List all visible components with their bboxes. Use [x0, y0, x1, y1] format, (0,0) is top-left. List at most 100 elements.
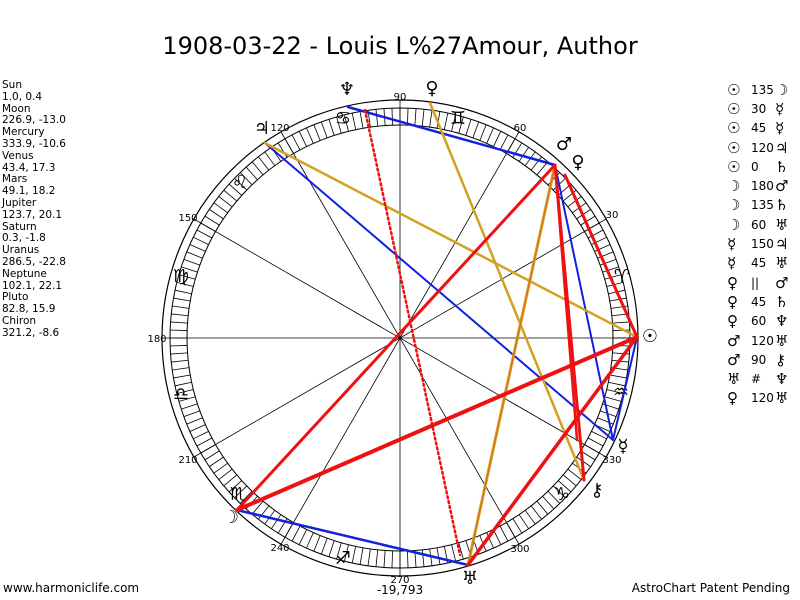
aspect-planet-b-icon: ♄ — [775, 196, 789, 215]
position-name: Sun — [2, 79, 22, 91]
degree-tick — [193, 431, 209, 440]
sign-leo-icon: ♌ — [232, 172, 248, 193]
aspect-row: ♂ 120 ♅ — [727, 331, 795, 350]
degree-tick — [414, 108, 417, 126]
degree-tick — [223, 189, 238, 202]
aspect-planet-b-icon: ♄ — [775, 292, 789, 311]
page-title: 1908-03-22 - Louis L%27Amour, Author — [162, 32, 638, 60]
aspect-line — [612, 336, 638, 441]
aspect-row: ♂ 90 ⚷ — [727, 350, 795, 369]
degree-tick — [512, 518, 523, 534]
aspect-angle: 90 — [751, 352, 767, 367]
degree-tick — [421, 549, 425, 567]
chiron-icon: ⚷ — [590, 480, 603, 501]
degree-tick — [204, 215, 220, 226]
degree-tick — [328, 540, 335, 557]
degree-tick — [176, 389, 194, 395]
aspect-row: ☿ 45 ♅ — [727, 254, 795, 273]
degree-tick — [218, 196, 233, 208]
degree-tick — [536, 161, 549, 176]
aspect-angle: # — [751, 372, 762, 387]
aspect-planet-a-icon: ☽ — [727, 196, 741, 215]
degree-tick — [567, 468, 582, 480]
deg-240: 240 — [270, 543, 289, 554]
aspect-planet-b-icon: ☽ — [775, 80, 789, 99]
degree-tick — [552, 485, 566, 499]
degree-tick — [530, 505, 542, 520]
degree-tick — [609, 374, 627, 379]
degree-tick — [186, 417, 203, 425]
degree-tick — [351, 112, 357, 130]
aspect-line — [554, 164, 614, 441]
degree-tick — [451, 544, 457, 562]
deg-210: 210 — [178, 455, 197, 466]
aspect-line — [428, 101, 586, 482]
aspect-row: ☽ 180 ♂ — [727, 176, 795, 195]
aspect-line — [235, 163, 557, 512]
aspect-line — [467, 164, 556, 566]
degree-tick — [608, 381, 626, 387]
degree-tick — [178, 274, 196, 280]
degree-tick — [343, 114, 349, 132]
degree-tick — [465, 119, 472, 136]
degree-tick — [542, 496, 555, 510]
uranus-icon: ♅ — [462, 568, 478, 589]
aspect-planet-a-icon: ♂ — [727, 350, 741, 369]
degree-tick — [451, 114, 457, 132]
aspect-angle: || — [751, 275, 760, 290]
aspect-angle: 45 — [751, 294, 767, 309]
aspect-line — [466, 335, 639, 567]
degree-tick — [218, 468, 233, 480]
degree-tick — [562, 474, 577, 487]
degree-tick — [196, 437, 213, 447]
position-name: Neptune — [2, 267, 47, 280]
position-name: Venus — [2, 149, 34, 162]
degree-tick — [174, 381, 192, 387]
position-value: 49.1, 18.2 — [2, 185, 56, 198]
degree-tick — [170, 321, 188, 324]
degree-tick — [612, 329, 630, 331]
aspect-line-dotted — [363, 108, 462, 557]
aspect-planet-b-icon: ♅ — [775, 215, 789, 234]
degree-tick — [189, 244, 206, 252]
mars-icon: ♂ — [556, 134, 572, 155]
position-name: Uranus — [2, 244, 40, 257]
planet-positions-list: Sun 1.0, 0.4 Moon 226.9, -13.0 Mercury 333.9,… — [2, 79, 66, 340]
aspect-planet-b-icon: ♅ — [775, 389, 789, 408]
degree-tick — [436, 111, 441, 129]
aspect-row: ♅ # ♆ — [727, 369, 795, 388]
degree-tick — [171, 313, 189, 317]
degree-tick — [567, 196, 582, 208]
aspect-planet-a-icon: ☽ — [727, 215, 741, 234]
aspect-planet-a-icon: ♀ — [727, 312, 738, 331]
website-link[interactable]: www.harmoniclife.com — [3, 581, 140, 595]
aspect-row: ☽ 60 ♅ — [727, 215, 795, 234]
aspect-planet-a-icon: ☉ — [727, 157, 741, 176]
aspect-planet-b-icon: ♂ — [775, 273, 789, 292]
degree-tick — [336, 116, 342, 134]
aspect-list: ☉ 135 ☽ ☉ 30 ☿ ☉ 45 ☿ ☉ 120 ♃ ☉ 0 ♄ ☽ 180 ♂ ☽ 135 ♄ ☽ 60 ♅ ☿ 150 ♃… — [727, 80, 795, 408]
aspect-angle: 0 — [751, 159, 759, 174]
degree-tick — [176, 281, 194, 287]
position-name: Moon — [2, 102, 31, 115]
position-name: Jupiter — [2, 196, 37, 209]
position-value: 0.3, -1.8 — [2, 232, 46, 245]
position-name: Mars — [2, 173, 28, 186]
aspect-planet-a-icon: ♂ — [727, 331, 741, 350]
position-value: 321.2, -8.6 — [2, 326, 60, 339]
degree-tick — [245, 166, 258, 180]
degree-tick — [291, 134, 301, 151]
aspect-angle: 120 — [751, 391, 774, 406]
degree-tick — [298, 529, 307, 545]
aspect-angle: 45 — [751, 121, 767, 136]
position-value: 43.4, 17.3 — [2, 161, 56, 174]
aspect-planet-b-icon: ♅ — [775, 331, 789, 350]
degree-tick — [600, 258, 617, 266]
deg-30: 30 — [606, 210, 619, 221]
degree-tick — [591, 431, 607, 440]
aspect-lines — [235, 101, 639, 567]
degree-tick — [518, 514, 529, 529]
aspect-planet-b-icon: ♆ — [775, 370, 789, 389]
degree-tick — [170, 329, 188, 331]
